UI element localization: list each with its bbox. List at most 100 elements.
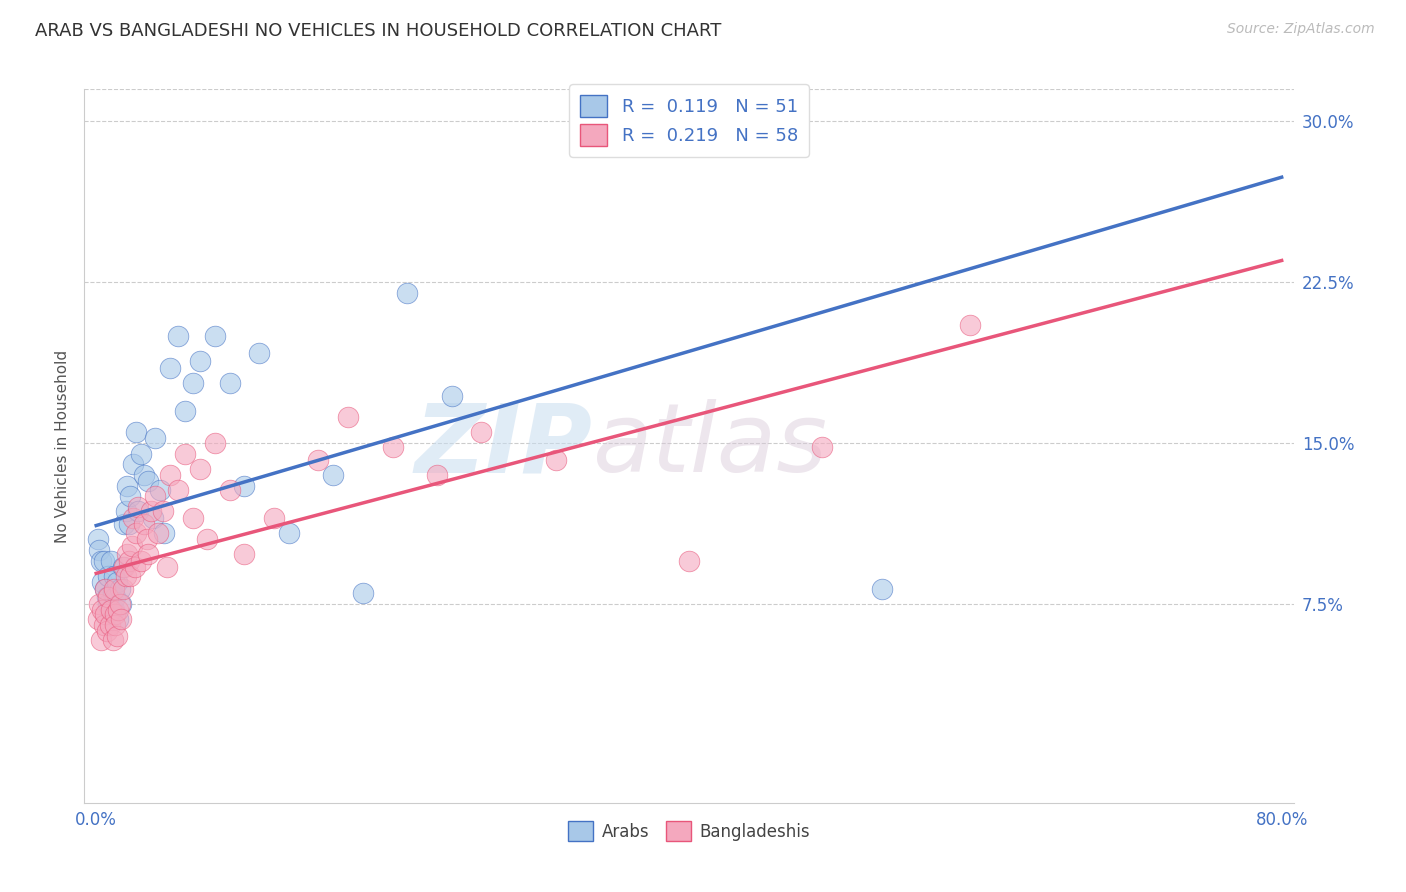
Point bbox=[308, 453, 330, 467]
Point bbox=[470, 425, 492, 439]
Point bbox=[145, 489, 167, 503]
Point bbox=[105, 575, 128, 590]
Point bbox=[110, 597, 132, 611]
Point bbox=[129, 554, 152, 568]
Point bbox=[91, 603, 114, 617]
Point bbox=[96, 590, 118, 604]
Point bbox=[104, 618, 127, 632]
Point bbox=[100, 554, 122, 568]
Point bbox=[135, 533, 157, 547]
Point bbox=[188, 354, 211, 368]
Point bbox=[662, 125, 685, 139]
Point bbox=[100, 603, 122, 617]
Point bbox=[139, 504, 162, 518]
Point bbox=[233, 478, 256, 492]
Point bbox=[97, 568, 120, 582]
Point bbox=[105, 629, 128, 643]
Point bbox=[111, 582, 134, 596]
Point bbox=[97, 597, 120, 611]
Point bbox=[122, 510, 145, 524]
Point bbox=[153, 525, 176, 540]
Point bbox=[101, 586, 124, 600]
Point bbox=[112, 560, 135, 574]
Point bbox=[94, 582, 117, 596]
Point bbox=[678, 554, 700, 568]
Point bbox=[174, 403, 197, 417]
Point bbox=[149, 483, 172, 497]
Point bbox=[159, 467, 181, 482]
Point bbox=[132, 467, 155, 482]
Point bbox=[145, 432, 167, 446]
Point bbox=[117, 547, 139, 561]
Point bbox=[120, 568, 142, 582]
Point bbox=[544, 453, 567, 467]
Point bbox=[107, 603, 129, 617]
Point bbox=[129, 446, 152, 460]
Point bbox=[115, 504, 138, 518]
Point bbox=[111, 560, 134, 574]
Point bbox=[870, 582, 893, 596]
Point bbox=[121, 539, 143, 553]
Point bbox=[94, 582, 117, 596]
Point bbox=[118, 517, 141, 532]
Point bbox=[98, 603, 121, 617]
Point bbox=[381, 440, 404, 454]
Point bbox=[112, 517, 135, 532]
Point bbox=[94, 607, 117, 622]
Legend: Arabs, Bangladeshis: Arabs, Bangladeshis bbox=[561, 814, 817, 848]
Point bbox=[181, 510, 204, 524]
Point bbox=[90, 554, 112, 568]
Point bbox=[396, 285, 419, 300]
Point bbox=[166, 328, 188, 343]
Point bbox=[156, 560, 179, 574]
Point bbox=[136, 475, 159, 489]
Point bbox=[159, 360, 181, 375]
Point bbox=[93, 618, 115, 632]
Point bbox=[120, 489, 142, 503]
Point bbox=[104, 607, 127, 622]
Point bbox=[97, 590, 120, 604]
Point bbox=[127, 500, 149, 514]
Point bbox=[103, 568, 125, 582]
Point bbox=[352, 586, 374, 600]
Point bbox=[89, 597, 111, 611]
Point bbox=[124, 560, 146, 574]
Point bbox=[218, 376, 240, 390]
Point bbox=[181, 376, 204, 390]
Point bbox=[86, 611, 108, 625]
Point bbox=[337, 410, 360, 425]
Text: atlas: atlas bbox=[592, 400, 827, 492]
Point bbox=[90, 632, 112, 647]
Point bbox=[166, 483, 188, 497]
Point bbox=[247, 345, 270, 359]
Point bbox=[125, 525, 148, 540]
Point bbox=[103, 603, 125, 617]
Point bbox=[233, 547, 256, 561]
Point bbox=[426, 467, 449, 482]
Point bbox=[322, 467, 344, 482]
Point bbox=[132, 517, 155, 532]
Point bbox=[122, 457, 145, 471]
Point bbox=[174, 446, 197, 460]
Point bbox=[195, 533, 218, 547]
Point bbox=[91, 575, 114, 590]
Point bbox=[101, 632, 124, 647]
Point bbox=[959, 318, 981, 332]
Point bbox=[103, 582, 125, 596]
Point bbox=[218, 483, 240, 497]
Point bbox=[107, 611, 129, 625]
Point bbox=[117, 478, 139, 492]
Y-axis label: No Vehicles in Household: No Vehicles in Household bbox=[55, 350, 70, 542]
Point bbox=[108, 597, 131, 611]
Point bbox=[152, 504, 174, 518]
Point bbox=[440, 389, 463, 403]
Text: ZIP: ZIP bbox=[415, 400, 592, 492]
Point bbox=[263, 510, 285, 524]
Point bbox=[811, 440, 834, 454]
Point bbox=[98, 618, 121, 632]
Point bbox=[204, 328, 226, 343]
Point bbox=[277, 525, 299, 540]
Point bbox=[104, 590, 127, 604]
Point bbox=[118, 554, 141, 568]
Point bbox=[93, 554, 115, 568]
